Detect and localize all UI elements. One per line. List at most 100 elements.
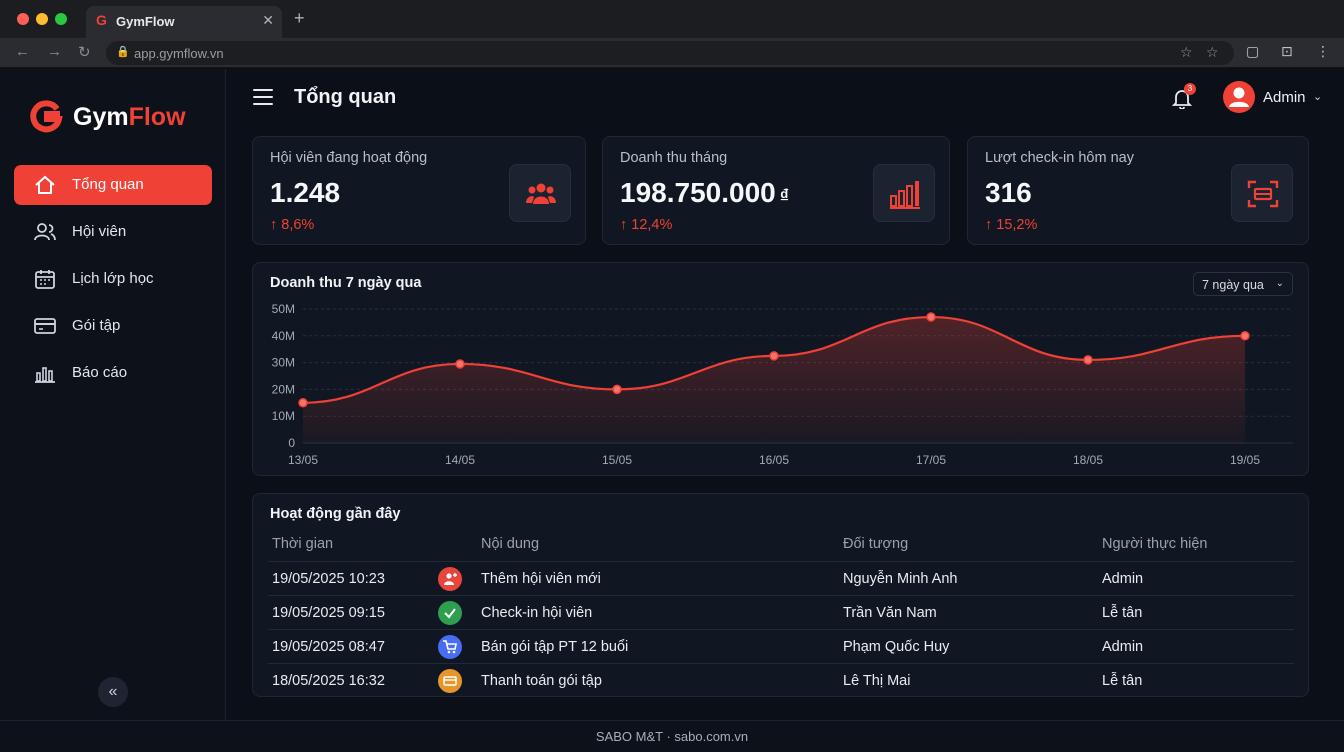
- translate-icon[interactable]: ☆: [1180, 44, 1193, 60]
- cell-actor: Lễ tân: [1102, 605, 1143, 621]
- stat-label: Hội viên đang hoạt động: [270, 150, 428, 166]
- stat-change: ↑ 8,6%: [270, 217, 315, 233]
- y-tick-label: 10M: [272, 409, 295, 423]
- notification-badge: 3: [1184, 83, 1196, 95]
- cell-target: Nguyễn Minh Anh: [843, 571, 958, 587]
- recent-activity-card: Hoạt động gần đây Thời gian Nội dung Đối…: [252, 493, 1309, 697]
- page-title: Tổng quan: [294, 86, 397, 108]
- y-tick-label: 40M: [272, 329, 295, 343]
- add-user-icon: [438, 567, 462, 591]
- sidebar: GymFlow Tổng quan Hội viên Lịch lớp học …: [0, 69, 226, 720]
- bookmark-star-icon[interactable]: ☆: [1206, 44, 1219, 60]
- sidebar-item-overview[interactable]: Tổng quan: [14, 165, 212, 205]
- sidebar-item-label: Báo cáo: [72, 364, 128, 381]
- card-icon: [34, 318, 56, 334]
- back-icon[interactable]: ←: [15, 43, 30, 60]
- cell-actor: Lễ tân: [1102, 673, 1143, 689]
- avatar[interactable]: [1223, 81, 1255, 113]
- data-point[interactable]: [1083, 355, 1093, 365]
- y-tick-label: 50M: [272, 302, 295, 316]
- cell-target: Phạm Quốc Huy: [843, 639, 950, 655]
- x-tick-label: 13/05: [288, 453, 318, 467]
- data-point[interactable]: [769, 351, 779, 361]
- cell-time: 19/05/2025 10:23: [272, 571, 385, 587]
- stat-change: ↑ 15,2%: [985, 217, 1038, 233]
- y-tick-label: 30M: [272, 356, 295, 370]
- address-bar[interactable]: 🔒 app.gymflow.vn ☆ ☆: [106, 41, 1234, 65]
- x-tick-label: 15/05: [602, 453, 632, 467]
- tab-title: GymFlow: [116, 14, 175, 29]
- bar-chart-icon: [35, 367, 55, 383]
- cell-content: Thêm hội viên mới: [481, 571, 601, 587]
- cell-time: 18/05/2025 16:32: [272, 673, 385, 689]
- menu-kebab-icon[interactable]: ⋮: [1316, 43, 1330, 59]
- chevron-down-icon[interactable]: ⌄: [1313, 91, 1323, 103]
- url-text: app.gymflow.vn: [134, 46, 224, 61]
- x-tick-label: 17/05: [916, 453, 946, 467]
- x-tick-label: 14/05: [445, 453, 475, 467]
- sidebar-item-members[interactable]: Hội viên: [14, 212, 212, 252]
- stat-label: Doanh thu tháng: [620, 150, 728, 166]
- sidebar-item-class-schedule[interactable]: Lịch lớp học: [14, 259, 212, 299]
- forward-icon[interactable]: →: [47, 43, 62, 60]
- activity-title: Hoạt động gần đây: [270, 506, 401, 522]
- footer: SABO M&T · sabo.com.vn: [0, 720, 1344, 752]
- tab-search-icon[interactable]: ▢: [1246, 43, 1260, 59]
- cell-target: Lê Thị Mai: [843, 673, 911, 689]
- browser-titlebar: G GymFlow ✕ +: [0, 0, 1344, 38]
- close-window-button[interactable]: [17, 13, 29, 25]
- calendar-icon: [35, 270, 55, 289]
- users-group-icon: [509, 164, 571, 222]
- stat-change: ↑ 12,4%: [620, 217, 673, 233]
- data-point[interactable]: [298, 398, 308, 408]
- table-row[interactable]: 19/05/2025 09:15 Check-in hội viên Trần …: [268, 595, 1294, 629]
- main-content: Tổng quan 3 Admin ⌄ Hội viên đang hoạt đ…: [227, 69, 1344, 720]
- new-tab-icon[interactable]: +: [294, 8, 305, 28]
- data-point[interactable]: [612, 384, 622, 395]
- range-dropdown[interactable]: 7 ngày qua ⌄: [1193, 272, 1293, 296]
- cell-content: Check-in hội viên: [481, 605, 593, 621]
- sidebar-item-label: Gói tập: [72, 317, 121, 334]
- column-header-target: Đối tượng: [843, 536, 909, 552]
- menu-toggle-icon[interactable]: [253, 89, 273, 105]
- stat-card-monthly-revenue: Doanh thu tháng 198.750.000 ₫ ↑ 12,4%: [602, 136, 950, 245]
- stat-label: Lượt check-in hôm nay: [985, 150, 1134, 166]
- cell-actor: Admin: [1102, 639, 1144, 655]
- extensions-icon[interactable]: ⊡: [1281, 43, 1293, 59]
- minimize-window-button[interactable]: [36, 13, 48, 25]
- x-tick-label: 16/05: [759, 453, 789, 467]
- revenue-chart-card: Doanh thu 7 ngày qua 7 ngày qua ⌄ 0 10M 20…: [252, 262, 1309, 476]
- chart-title: Doanh thu 7 ngày qua: [270, 275, 422, 291]
- data-point[interactable]: [455, 359, 465, 369]
- browser-toolbar: ← → ↻ 🔒 app.gymflow.vn ☆ ☆ ▢ ⊡ ⋮: [0, 38, 1344, 68]
- stat-value: 198.750.000 ₫: [620, 177, 789, 208]
- revenue-area-chart: 0 10M 20M 30M 40M 50M 13/05 14/05 15/05 16/05 17/0…: [272, 302, 1293, 467]
- sidebar-item-packages[interactable]: Gói tập: [14, 306, 212, 346]
- y-tick-label: 0: [288, 436, 295, 450]
- users-icon: [34, 223, 56, 241]
- scan-icon: [1231, 164, 1293, 222]
- sidebar-item-reports[interactable]: Báo cáo: [14, 353, 212, 393]
- stat-card-checkins: Lượt check-in hôm nay 316 ↑ 15,2%: [967, 136, 1309, 245]
- sidebar-item-label: Tổng quan: [72, 176, 144, 193]
- brand-name: GymFlow: [73, 103, 186, 131]
- column-header-content: Nội dung: [481, 536, 540, 552]
- stat-value: 1.248: [270, 177, 341, 208]
- cell-time: 19/05/2025 08:47: [272, 639, 385, 655]
- tab-close-icon[interactable]: ✕: [262, 12, 274, 28]
- user-name[interactable]: Admin: [1263, 89, 1306, 106]
- x-tick-label: 18/05: [1073, 453, 1103, 467]
- x-tick-label: 19/05: [1230, 453, 1260, 467]
- home-icon: [35, 175, 55, 194]
- footer-text: SABO M&T · sabo.com.vn: [595, 729, 749, 744]
- table-row[interactable]: 18/05/2025 16:32 Thanh toán gói tập Lê T…: [268, 663, 1294, 697]
- reload-icon[interactable]: ↻: [78, 44, 91, 61]
- browser-tab[interactable]: G GymFlow ✕: [86, 6, 282, 38]
- collapse-sidebar-button[interactable]: «: [98, 677, 128, 707]
- maximize-window-button[interactable]: [55, 13, 67, 25]
- data-point[interactable]: [926, 312, 936, 322]
- data-point[interactable]: [1240, 331, 1250, 341]
- table-row[interactable]: 19/05/2025 08:47 Bán gói tập PT 12 buổi …: [268, 629, 1294, 663]
- table-row[interactable]: 19/05/2025 10:23 Thêm hội viên mới Nguyễ…: [268, 561, 1294, 595]
